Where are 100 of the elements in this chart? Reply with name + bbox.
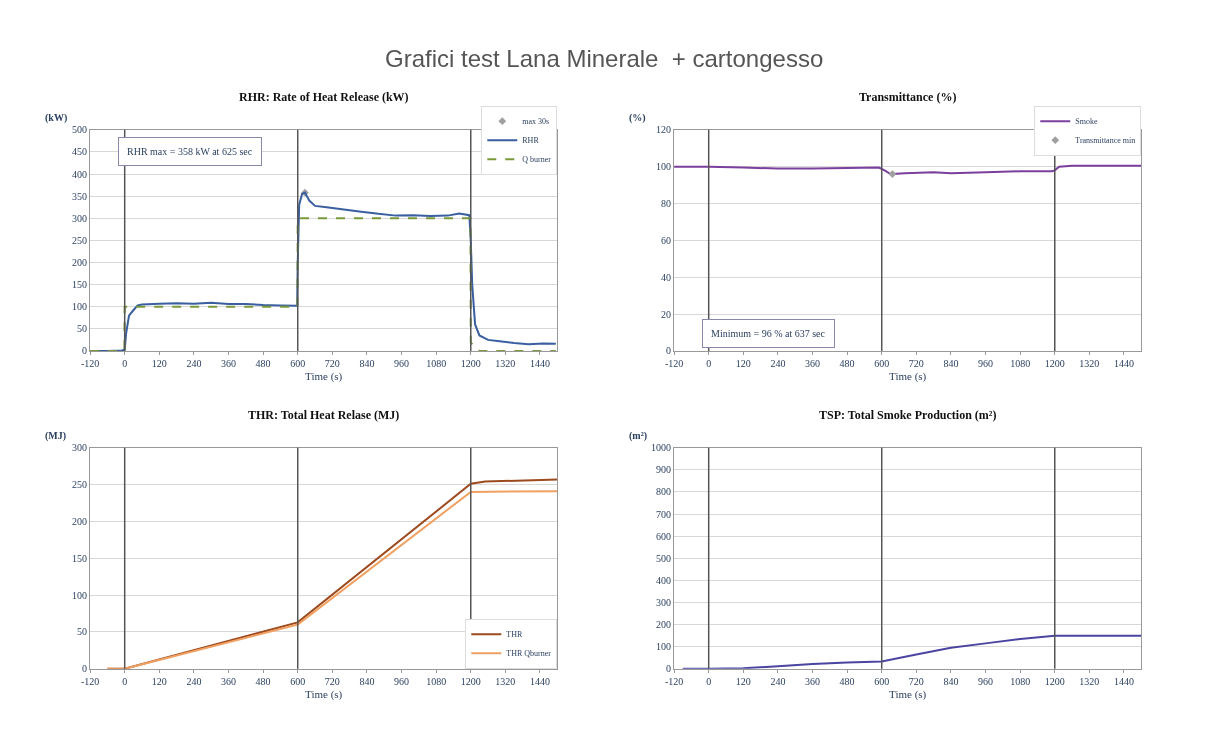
x-tick-label: 960 [978, 357, 994, 369]
x-tick-label: 720 [908, 675, 924, 687]
x-tick-label: 240 [770, 675, 786, 687]
x-tick-label: 600 [290, 675, 306, 687]
x-tick-label: 1320 [1079, 357, 1100, 369]
x-tick-label: 840 [943, 675, 959, 687]
y-tick-label: 50 [77, 323, 88, 335]
y-axis-title: (m²) [629, 430, 647, 442]
y-tick-label: 400 [656, 574, 672, 586]
x-tick-label: 720 [324, 675, 340, 687]
y-tick-label: 150 [72, 279, 88, 291]
y-tick-label: 300 [656, 596, 672, 608]
y-tick-label: 60 [661, 234, 672, 246]
x-tick-label: 1080 [426, 357, 447, 369]
legend-label: Q burner [522, 155, 552, 165]
chart-title: Transmittance (%) [859, 90, 957, 104]
x-tick-label: 1080 [1010, 357, 1031, 369]
x-tick-label: 1440 [1113, 357, 1134, 369]
x-tick-label: 840 [943, 357, 959, 369]
x-tick-label: 480 [255, 357, 271, 369]
x-axis-title: Time (s) [889, 370, 927, 384]
annotation: Minimum = 96 % at 637 sec [711, 328, 826, 339]
x-tick-label: 120 [151, 357, 167, 369]
chart-title: TSP: Total Smoke Production (m²) [819, 408, 997, 422]
y-tick-label: 250 [72, 234, 88, 246]
y-tick-label: 200 [72, 515, 88, 527]
y-tick-label: 20 [661, 308, 672, 320]
x-tick-label: 840 [359, 675, 375, 687]
y-tick-label: 400 [72, 168, 88, 180]
x-tick-label: 120 [735, 675, 751, 687]
x-tick-label: -120 [80, 675, 100, 687]
legend-label: max 30s [522, 117, 550, 127]
x-tick-label: 120 [735, 357, 751, 369]
x-tick-label: -120 [664, 675, 684, 687]
x-tick-label: 240 [186, 357, 202, 369]
y-tick-label: 150 [72, 552, 88, 564]
x-tick-label: 720 [324, 357, 340, 369]
y-tick-label: 0 [82, 663, 88, 675]
x-tick-label: 1200 [460, 357, 481, 369]
y-tick-label: 40 [661, 271, 672, 283]
x-axis-title: Time (s) [305, 370, 343, 384]
y-axis-title: (kW) [45, 112, 68, 124]
y-tick-label: 450 [72, 146, 88, 158]
y-tick-label: 80 [661, 198, 672, 210]
x-tick-label: 480 [255, 675, 271, 687]
x-tick-label: 1200 [1044, 675, 1065, 687]
x-tick-label: 0 [122, 357, 128, 369]
x-tick-label: 360 [221, 357, 237, 369]
x-tick-label: 360 [805, 675, 821, 687]
x-tick-label: 960 [394, 357, 410, 369]
x-tick-label: 1440 [1113, 675, 1134, 687]
y-tick-label: 0 [666, 345, 672, 357]
y-tick-label: 800 [656, 486, 672, 498]
x-tick-label: 600 [874, 357, 890, 369]
y-tick-label: 50 [77, 626, 88, 638]
chart-title: RHR: Rate of Heat Release (kW) [239, 90, 409, 104]
x-tick-label: 840 [359, 357, 375, 369]
y-tick-label: 600 [656, 530, 672, 542]
y-tick-label: 700 [656, 508, 672, 520]
y-tick-label: 0 [82, 345, 88, 357]
x-axis-title: Time (s) [305, 688, 343, 702]
x-tick-label: 1440 [529, 357, 550, 369]
y-tick-label: 200 [72, 257, 88, 268]
y-axis-title: (%) [629, 112, 646, 124]
y-tick-label: 120 [656, 124, 672, 136]
x-tick-label: 480 [839, 675, 855, 687]
x-tick-label: 960 [978, 675, 994, 687]
x-tick-label: 1080 [1010, 675, 1031, 687]
annotation: RHR max = 358 kW at 625 sec [127, 146, 253, 157]
y-tick-label: 500 [72, 124, 88, 136]
y-tick-label: 350 [72, 190, 88, 202]
x-tick-label: 1080 [426, 675, 447, 687]
x-tick-label: 1200 [460, 675, 481, 687]
x-tick-label: 1320 [495, 675, 516, 687]
legend-label: RHR [522, 136, 540, 146]
y-axis-title: (MJ) [45, 430, 67, 442]
x-tick-label: 960 [394, 675, 410, 687]
y-tick-label: 200 [656, 619, 672, 631]
x-tick-label: 1440 [529, 675, 550, 687]
x-tick-label: 600 [874, 675, 890, 687]
y-tick-label: 100 [656, 161, 672, 173]
y-tick-label: 300 [72, 212, 88, 224]
y-tick-label: 100 [656, 641, 672, 653]
y-tick-label: 100 [72, 589, 88, 601]
line-series [674, 164, 1142, 176]
x-tick-label: 360 [221, 675, 237, 687]
x-tick-label: 120 [151, 675, 167, 687]
x-tick-label: -120 [664, 357, 684, 369]
x-tick-label: -120 [80, 357, 100, 369]
x-tick-label: 1200 [1044, 357, 1065, 369]
legend-label: THR [506, 630, 523, 640]
legend-label: Smoke [1075, 117, 1098, 127]
x-tick-label: 240 [186, 675, 202, 687]
y-tick-label: 100 [72, 301, 88, 313]
x-tick-label: 0 [706, 675, 712, 687]
x-tick-label: 1320 [1079, 675, 1100, 687]
x-axis-title: Time (s) [889, 688, 927, 702]
x-tick-label: 1320 [495, 357, 516, 369]
legend-label: THR Qburner [506, 649, 552, 659]
x-tick-label: 0 [122, 675, 128, 687]
